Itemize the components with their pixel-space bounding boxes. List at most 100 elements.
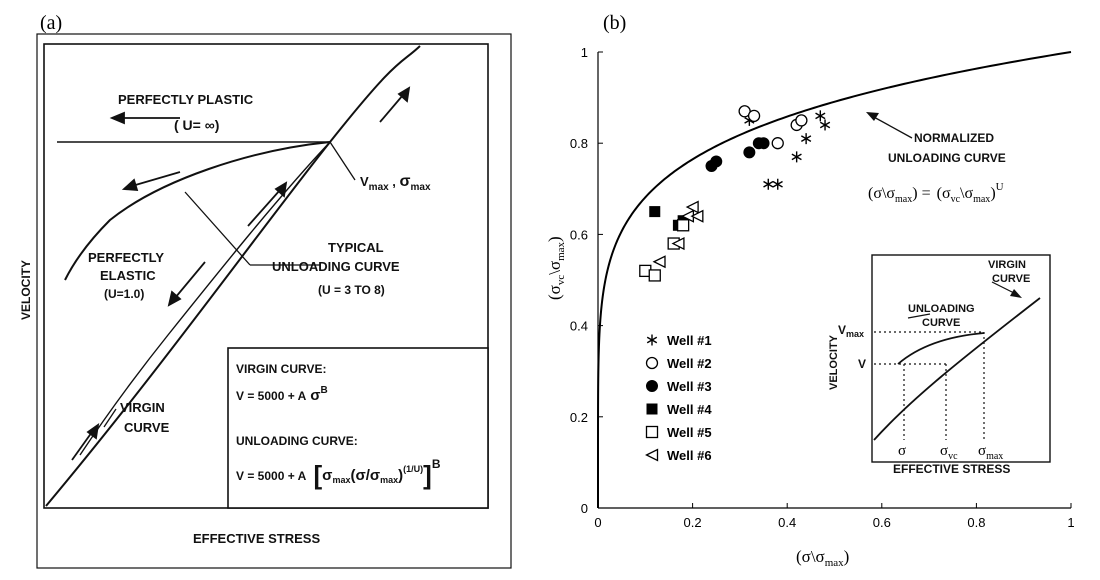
arrow-virgin-top xyxy=(379,94,404,123)
eq-unload-title: UNLOADING CURVE: xyxy=(236,434,358,448)
perfectly-elastic-label: PERFECTLY xyxy=(88,250,164,265)
y-tick-label: 0 xyxy=(581,501,588,516)
asterisk-stroke xyxy=(815,112,826,120)
x-tick-label: 0.2 xyxy=(684,515,702,530)
asterisk-stroke xyxy=(646,336,658,344)
y-tick-label: 0.4 xyxy=(570,319,588,334)
asterisk-stroke xyxy=(772,180,783,188)
unloading-leader-a xyxy=(184,191,251,266)
data-point-filled-circle xyxy=(710,155,723,168)
arrow-elastic-head xyxy=(167,290,182,307)
inset-curve-label: CURVE xyxy=(992,273,1030,285)
inset-unloading-curve xyxy=(897,332,985,365)
perfectly-plastic-label: PERFECTLY PLASTIC xyxy=(118,92,254,107)
y-tick-label: 0.8 xyxy=(570,136,588,151)
virgin-curve xyxy=(45,45,421,507)
asterisk-stroke xyxy=(763,180,774,188)
legend-marker-open-square xyxy=(645,425,659,439)
legend-marker-filled-circle xyxy=(646,380,658,392)
x-tick-label: 0 xyxy=(594,515,601,530)
legend-label: Well #3 xyxy=(667,379,712,394)
data-point-open-square xyxy=(648,269,661,282)
elastic-label: ELASTIC xyxy=(100,268,156,283)
legend-marker-open-triangle xyxy=(645,448,659,462)
plastic-u-label: ( U= ∞) xyxy=(174,117,219,133)
annotation-arrowhead xyxy=(866,112,879,121)
data-point-open-triangle xyxy=(690,209,704,223)
inset-virgin-arrowhead xyxy=(1010,289,1022,298)
arrow-unloading-head xyxy=(121,178,139,191)
inset-curves xyxy=(873,297,1041,441)
arrow-virgin-lower-head xyxy=(86,423,100,440)
inset-virgin-label: VIRGIN xyxy=(988,259,1026,271)
annotation-leader xyxy=(871,115,913,139)
x-tick-label: 0.6 xyxy=(873,515,891,530)
arrows-group xyxy=(71,86,411,461)
arrow-plastic-head xyxy=(109,111,125,125)
data-point-open-triangle xyxy=(652,255,666,269)
data-point-asterisk xyxy=(763,178,774,190)
inset-ylabel: VELOCITY xyxy=(828,334,840,390)
data-point-open-circle xyxy=(771,137,784,150)
normalized-unloading-curve xyxy=(597,51,1072,508)
panel-a-ylabel: VELOCITY xyxy=(19,260,33,320)
elastic-u-label: (U=1.0) xyxy=(104,287,144,301)
y-tick-label: 1 xyxy=(581,45,588,60)
data-point-open-circle xyxy=(747,109,761,122)
eq-unload: V = 5000 + A [σmax(σ/σmax)(1/U)]B xyxy=(236,457,441,490)
legend-marker-open-circle xyxy=(645,356,659,370)
panel-a-label: (a) xyxy=(40,12,62,34)
inset-virgin-curve xyxy=(873,297,1041,441)
inset-vmax-label: Vmax xyxy=(838,323,864,339)
data-point-open-square xyxy=(676,219,690,232)
virgin-leader xyxy=(103,408,117,428)
data-point-filled-square xyxy=(649,206,661,218)
legend-marker-asterisk xyxy=(646,334,658,346)
data-point-open-circle xyxy=(795,114,808,127)
x-tick-label: 0.4 xyxy=(778,515,796,530)
legend-label: Well #6 xyxy=(667,448,712,463)
inset-sigma-vc-label: σvc xyxy=(940,443,958,462)
arrow-virgin-upper xyxy=(247,189,281,227)
inset-virgin-leader xyxy=(991,281,1017,295)
panel-a-xlabel: EFFECTIVE STRESS xyxy=(193,531,320,546)
eq-virgin-title: VIRGIN CURVE: xyxy=(236,362,326,376)
inset-xlabel: EFFECTIVE STRESS xyxy=(893,462,1010,476)
data-point-asterisk xyxy=(819,119,831,131)
arrow-virgin-upper-head xyxy=(274,181,288,198)
inset-unloading-label: UNLOADING xyxy=(908,303,975,315)
panel-b-label: (b) xyxy=(603,12,626,34)
inset-v-label: V xyxy=(858,357,866,371)
data-point-asterisk xyxy=(800,133,812,145)
legend-label: Well #5 xyxy=(667,425,712,440)
inset-unloading-leader xyxy=(907,313,931,319)
inset-sigma-label: σ xyxy=(898,443,906,459)
x-tick-label: 0.8 xyxy=(967,515,985,530)
unloading-curve-label: UNLOADING CURVE xyxy=(272,259,400,274)
data-point-asterisk xyxy=(791,151,802,163)
normalized-formula: (σ\σmax) = (σvc\σmax)U xyxy=(868,181,1004,205)
data-point-open-triangle xyxy=(685,200,699,214)
arrow-virgin-top-head xyxy=(397,86,411,103)
y-tick-label: 0.6 xyxy=(570,227,588,242)
data-point-asterisk xyxy=(815,110,826,122)
data-point-open-triangle xyxy=(671,236,685,251)
asterisk-stroke xyxy=(791,153,802,161)
asterisk-stroke xyxy=(819,121,831,129)
vmax-leader xyxy=(329,141,356,181)
chart-b: 0 0.2 0.4 0.6 0.8 1 0 0.2 0.4 0.6 0.8 1 Well #1 Well … xyxy=(570,45,1075,530)
inset-sigma-max-label: σmax xyxy=(978,443,1003,462)
data-point-asterisk xyxy=(772,178,783,190)
legend-marker-filled-square xyxy=(646,403,658,415)
curve-label: CURVE xyxy=(124,420,170,435)
legend-label: Well #4 xyxy=(667,402,712,417)
typical-label: TYPICAL xyxy=(328,240,384,255)
perfectly-elastic-curve xyxy=(79,141,331,456)
typical-unloading-curve xyxy=(64,141,331,281)
arrow-elastic xyxy=(174,261,206,299)
asterisk-stroke xyxy=(800,135,812,142)
x-tick-label: 1 xyxy=(1067,515,1074,530)
annotation-unloading-curve: UNLOADING CURVE xyxy=(888,151,1006,165)
